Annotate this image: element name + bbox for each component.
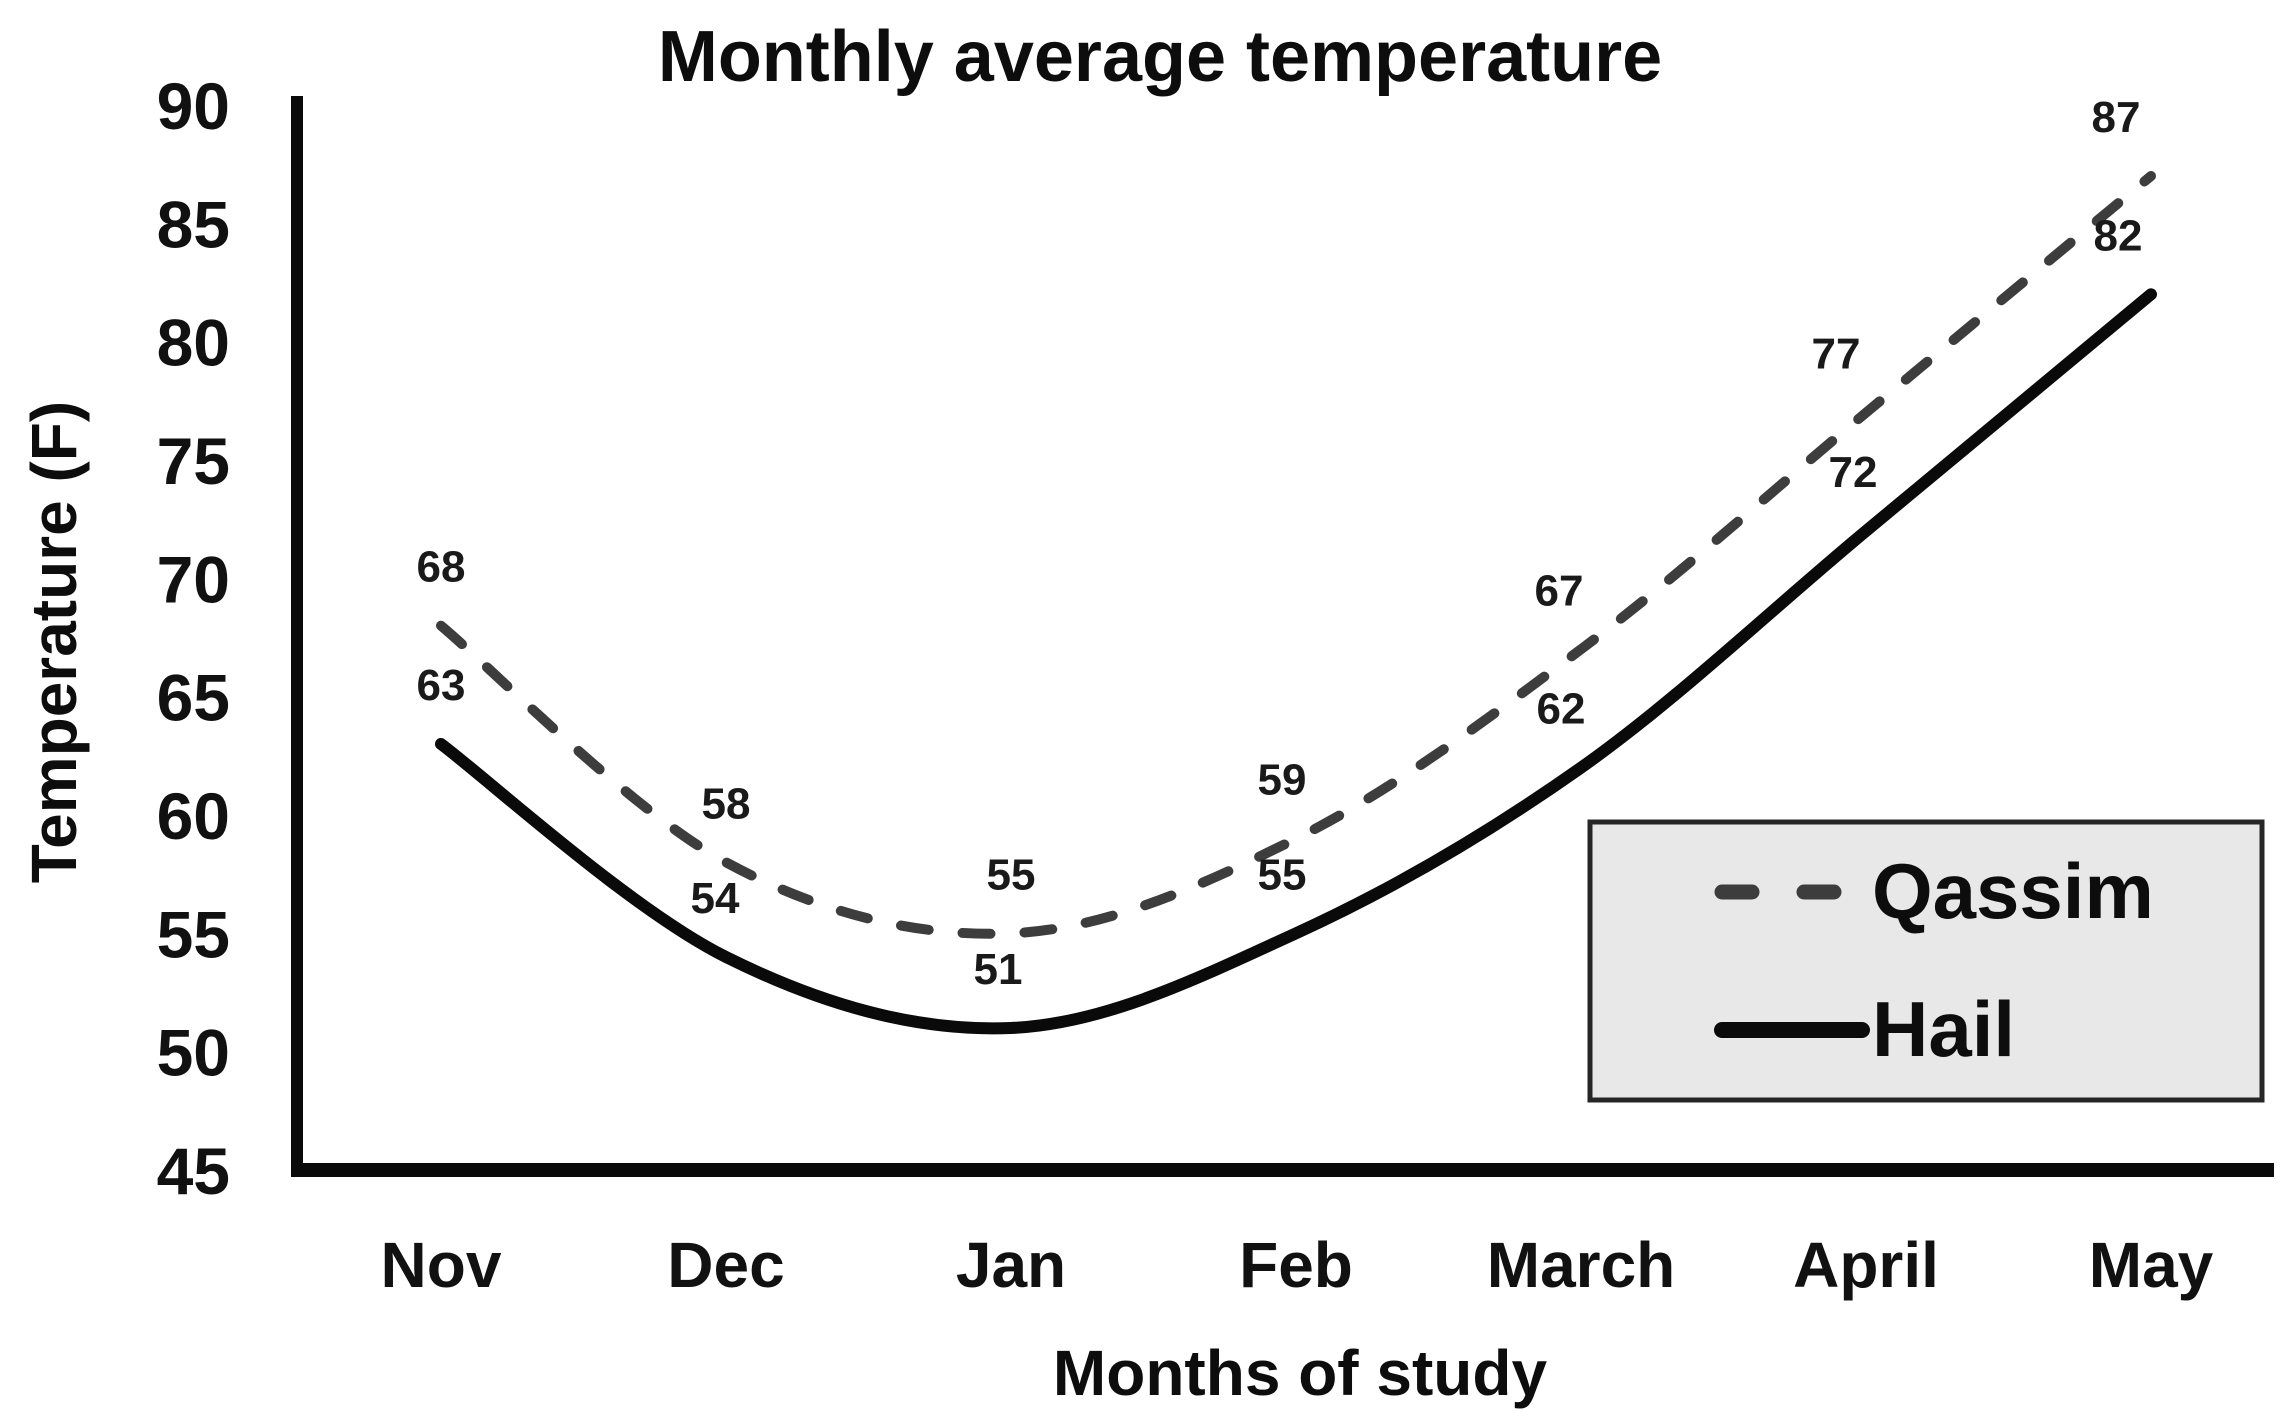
x-tick-label: May bbox=[2089, 1229, 2214, 1301]
data-label-qassim: 77 bbox=[1812, 330, 1861, 379]
data-label-hail: 55 bbox=[1258, 850, 1307, 899]
y-tick-label: 90 bbox=[157, 69, 230, 143]
data-label-hail: 72 bbox=[1829, 448, 1878, 497]
data-label-hail: 82 bbox=[2094, 211, 2143, 260]
data-label-hail: 63 bbox=[417, 661, 466, 710]
series-line-qassim bbox=[436, 171, 2156, 939]
y-tick-label: 45 bbox=[157, 1134, 230, 1208]
data-label-qassim: 67 bbox=[1535, 566, 1584, 615]
y-tick-label: 50 bbox=[157, 1016, 230, 1090]
data-label-qassim: 87 bbox=[2092, 93, 2141, 142]
x-axis-title: Months of study bbox=[1052, 1337, 1548, 1409]
y-tick-label: 80 bbox=[157, 306, 230, 380]
x-tick-label: Jan bbox=[956, 1229, 1066, 1301]
y-tick-label: 65 bbox=[157, 661, 230, 735]
y-tick-label: 85 bbox=[157, 187, 230, 261]
data-label-qassim: 55 bbox=[987, 850, 1036, 899]
y-tick-label: 60 bbox=[157, 779, 230, 853]
x-tick-label: Dec bbox=[667, 1229, 784, 1301]
data-label-qassim: 68 bbox=[417, 543, 466, 592]
y-tick-label: 75 bbox=[157, 424, 230, 498]
legend-label-hail: Hail bbox=[1872, 985, 2015, 1073]
x-tick-label: April bbox=[1793, 1229, 1939, 1301]
data-label-qassim: 59 bbox=[1258, 756, 1307, 805]
x-tick-label: Feb bbox=[1239, 1229, 1353, 1301]
data-label-hail: 62 bbox=[1537, 685, 1586, 734]
series-line-hail bbox=[435, 288, 2157, 1035]
chart-title: Monthly average temperature bbox=[657, 17, 1663, 97]
legend-label-qassim: Qassim bbox=[1872, 847, 2154, 935]
data-label-qassim: 58 bbox=[702, 779, 751, 828]
data-label-hail: 54 bbox=[691, 874, 740, 923]
y-tick-label: 55 bbox=[157, 897, 230, 971]
legend-box bbox=[1587, 819, 2265, 1103]
y-tick-label: 70 bbox=[157, 542, 230, 616]
x-tick-label: March bbox=[1487, 1229, 1676, 1301]
data-label-hail: 51 bbox=[974, 945, 1023, 994]
x-tick-label: Nov bbox=[381, 1229, 502, 1301]
